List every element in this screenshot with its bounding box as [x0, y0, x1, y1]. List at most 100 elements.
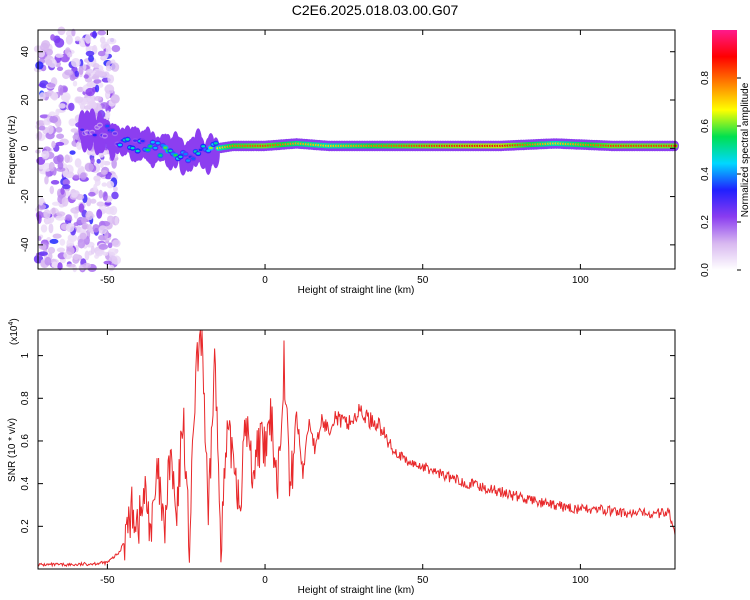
spectrogram-cell — [52, 233, 62, 239]
spectrogram-cell — [99, 160, 104, 169]
spectrogram-y-label: Frequency (Hz) — [7, 116, 18, 185]
spectrogram-cell — [47, 124, 54, 135]
spectrogram-cell — [61, 196, 69, 207]
spectrogram-cell — [60, 95, 70, 101]
spectrogram-cell — [56, 154, 64, 163]
snr-y-tick-label: 0.6 — [20, 434, 31, 448]
spectrogram-cell — [51, 261, 58, 268]
snr-y-ticks: 0.2 0.4 0.6 0.8 1 — [20, 352, 675, 533]
spectrogram-cell — [112, 239, 121, 248]
spectrogram-y-tick-label: -40 — [20, 237, 31, 252]
spectrogram-cell — [62, 86, 68, 93]
spectrogram-cell — [38, 125, 46, 131]
spectrogram-cell — [92, 133, 97, 137]
snr-x-tick-label: -50 — [100, 575, 115, 586]
spectrogram-cell — [35, 61, 44, 70]
spectrogram-cell — [72, 80, 78, 87]
spectrogram-cell — [51, 207, 56, 215]
spectrogram-cell — [92, 224, 100, 233]
spectrogram-cell — [47, 83, 56, 88]
spectrogram-cell — [198, 148, 203, 152]
spectrogram-cell — [78, 65, 84, 76]
spectrogram-cell — [92, 63, 100, 69]
spectrogram-cell — [158, 154, 163, 157]
spectrogram-cell — [64, 154, 70, 164]
spectrogram-y-tick-label: -20 — [20, 189, 31, 204]
colorbar-tick-label: 0.6 — [700, 119, 711, 133]
spectrogram-cell — [98, 243, 109, 250]
spectrogram-cell — [76, 140, 83, 150]
spectrogram-cell — [74, 36, 81, 42]
spectrogram-cell — [102, 134, 107, 138]
spectrogram-cell — [38, 251, 48, 256]
spectrogram-cell — [98, 189, 103, 199]
snr-frame — [37, 329, 676, 570]
colorbar-gradient — [712, 30, 737, 270]
spectrogram-cell — [90, 157, 95, 165]
spectrogram-cell — [96, 209, 103, 219]
spectrogram-x-label: Height of straight line (km) — [298, 285, 415, 296]
spectrogram-cell — [135, 149, 140, 153]
spectrogram-cell — [71, 192, 78, 198]
spectrogram-x-ticks: -50 0 50 100 — [100, 30, 589, 286]
spectrogram-cell — [80, 128, 85, 131]
spectrogram-cell — [111, 62, 120, 72]
snr-series-line — [37, 329, 676, 568]
spectrogram-cell — [155, 141, 160, 145]
spectrogram-cell — [105, 110, 111, 119]
figure-title: C2E6.2025.018.03.00.G07 — [292, 2, 459, 18]
spectrogram-cell — [96, 158, 101, 164]
colorbar: 0.0 0.2 0.4 0.6 0.8 Normalized spectral ampl… — [700, 30, 750, 277]
spectrogram-cell — [85, 50, 95, 57]
colorbar-tick-label: 0.0 — [700, 263, 711, 277]
spectrogram-cell — [55, 53, 64, 58]
spectrogram-cell — [84, 33, 92, 44]
spectrogram-cell — [85, 68, 94, 74]
spectrogram-cell — [173, 154, 178, 157]
spectrogram-cell — [55, 141, 65, 146]
snr-y-tick-label: 0.4 — [20, 476, 31, 490]
spectrogram-cell — [150, 141, 155, 144]
spectrogram-cell — [74, 158, 82, 168]
spectrogram-cell — [102, 191, 108, 202]
colorbar-label: Normalized spectral amplitude — [740, 82, 750, 217]
snr-y-tick-label: 1 — [20, 352, 31, 358]
spectrogram-cell — [47, 246, 56, 254]
spectrogram-cell — [70, 128, 79, 133]
spectrogram-cell — [55, 108, 60, 117]
spectrogram-cell — [110, 94, 120, 104]
spectrogram-y-tick-label: 40 — [20, 46, 31, 58]
spectrogram-cell — [87, 100, 97, 110]
spectrogram-cell — [86, 82, 93, 88]
spectrogram-cell — [112, 186, 118, 192]
spectrogram-cell — [68, 118, 77, 127]
spectrogram-cell — [65, 222, 75, 233]
spectrogram-cell — [81, 217, 87, 225]
spectrogram-cell — [97, 30, 107, 36]
spectrogram-frame — [37, 29, 676, 270]
spectrogram-cell — [84, 162, 95, 172]
spectrogram-cell — [71, 57, 81, 68]
spectrogram-cell — [107, 74, 115, 84]
spectrogram-cell — [38, 198, 44, 206]
snr-panel: -50 0 50 100 0.2 0.4 0.6 0.8 1 Height of straig… — [7, 318, 676, 596]
spectrogram-cell — [75, 96, 84, 104]
spectrogram-cell — [44, 256, 52, 266]
spectrogram-cell — [95, 250, 104, 257]
spectrogram-x-tick-label: 0 — [262, 275, 268, 286]
spectrogram-cell — [73, 253, 79, 261]
colorbar-tick-label: 0.4 — [700, 167, 711, 181]
spectrogram-cell — [51, 140, 56, 149]
spectrogram-cell — [65, 214, 72, 221]
spectrogram-cell — [148, 145, 153, 148]
spectrogram-cell — [50, 180, 60, 185]
spectrogram-cell — [130, 146, 135, 150]
spectrogram-cell — [49, 238, 59, 244]
spectrogram-cell — [104, 201, 112, 206]
spectrogram-cells — [33, 26, 679, 273]
spectrogram-y-tick-label: 0 — [20, 145, 31, 151]
spectrogram-cell — [84, 250, 90, 261]
spectrogram-x-tick-label: 50 — [417, 275, 429, 286]
spectrogram-cell — [62, 179, 71, 186]
